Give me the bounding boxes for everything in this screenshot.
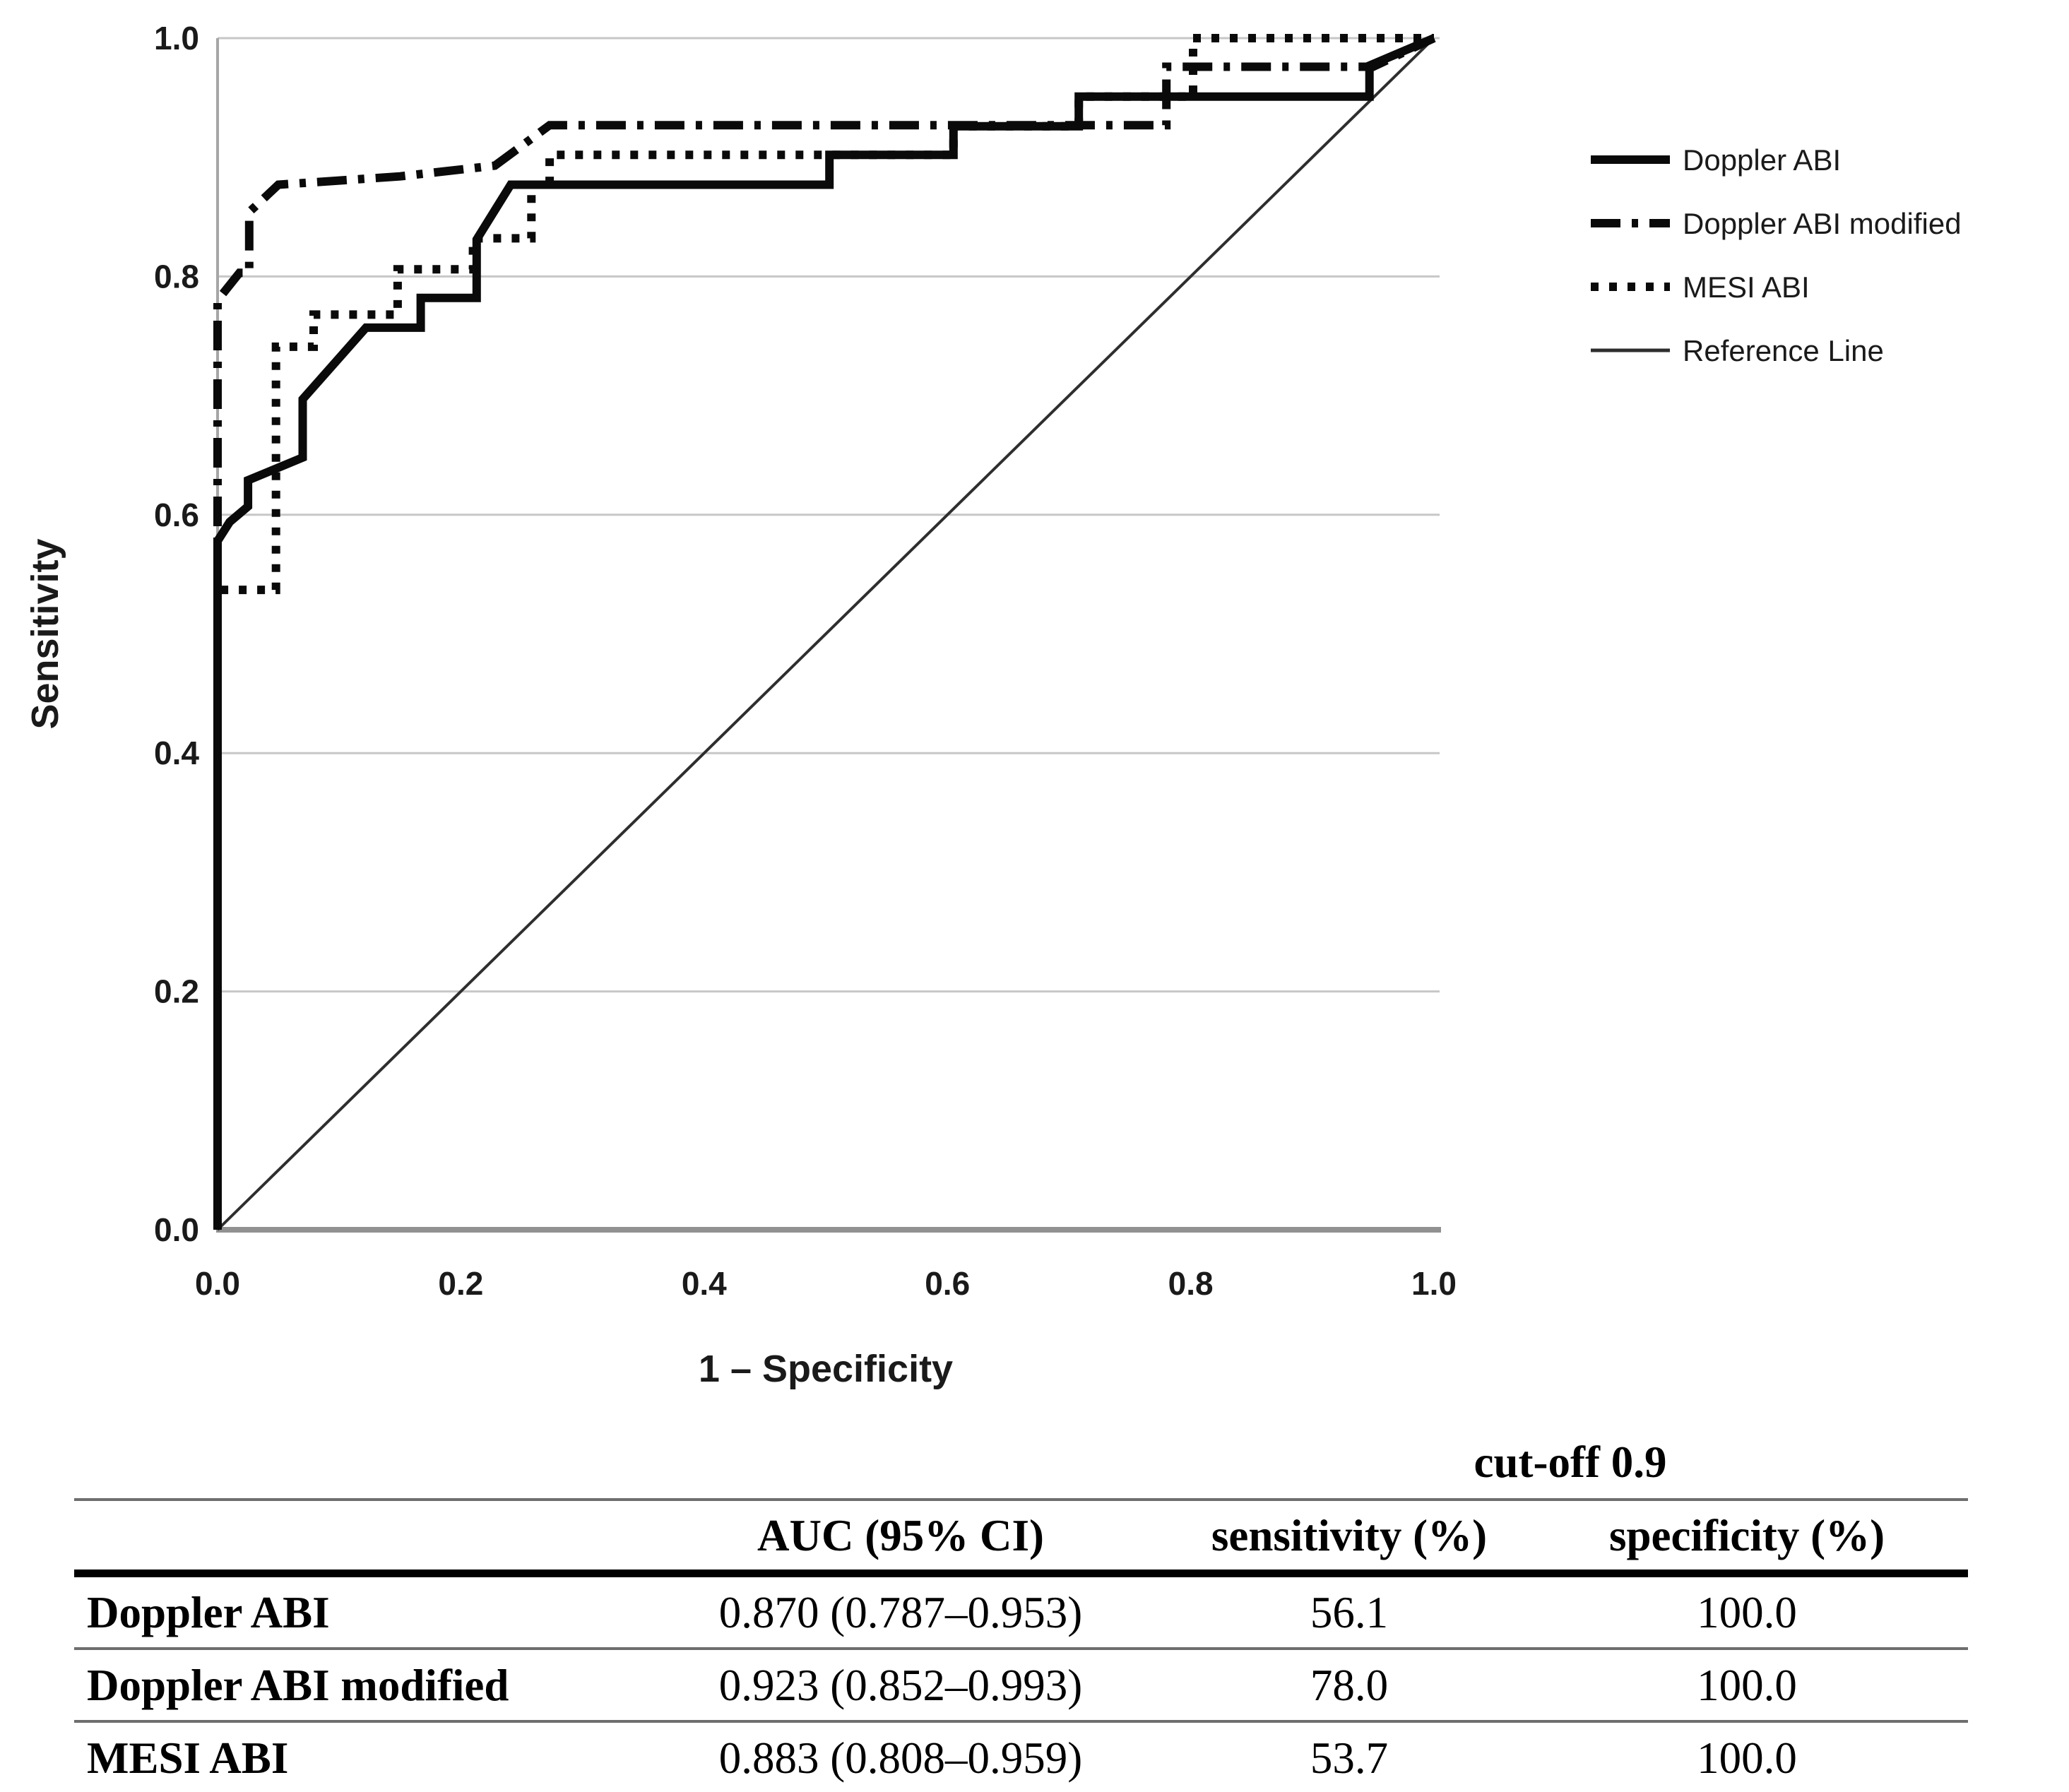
auc-value: 0.883 (0.808–0.959) — [629, 1723, 1173, 1792]
roc-curve-reference — [216, 37, 1435, 1231]
gridlines — [218, 37, 1440, 993]
y-tick-label-0.4: 0.4 — [154, 735, 199, 771]
sensitivity-value: 78.0 — [1173, 1650, 1526, 1723]
x-tick-label-1.0: 1.0 — [1411, 1265, 1457, 1302]
column-header-auc: AUC (95% CI) — [629, 1498, 1173, 1577]
legend-item: MESI ABI — [1591, 271, 1810, 304]
legend-item: Reference Line — [1591, 334, 1884, 367]
legend-label: Doppler ABI — [1683, 143, 1841, 177]
y-tick-label-0.8: 0.8 — [154, 258, 199, 295]
x-tick-label-0.2: 0.2 — [438, 1265, 483, 1302]
row-label: MESI ABI — [74, 1723, 629, 1792]
column-header-sensitivity: sensitivity (%) — [1173, 1498, 1526, 1577]
x-tick-label-0.6: 0.6 — [925, 1265, 970, 1302]
sensitivity-value: 56.1 — [1173, 1577, 1526, 1650]
specificity-value: 100.0 — [1526, 1577, 1968, 1650]
row-label: Doppler ABI — [74, 1577, 629, 1650]
table-spacer — [74, 1434, 629, 1498]
roc-curve-dashdot — [213, 34, 1436, 1230]
legend-label: Reference Line — [1683, 334, 1884, 367]
y-tick-label-0.0: 0.0 — [154, 1211, 199, 1248]
y-tick-label-0.6: 0.6 — [154, 497, 199, 533]
results-table: cut-off 0.9 AUC (95% CI) sensitivity (%)… — [74, 1434, 1968, 1792]
axis-tick-labels: 0.0 0.2 0.4 0.6 0.8 1.0 0.0 0.2 0.4 0.6 0.8 1.0 — [154, 20, 1457, 1302]
column-header-empty — [74, 1498, 629, 1577]
x-axis-title: 1 – Specificity — [699, 1348, 953, 1390]
roc-curve-dotted — [213, 34, 1434, 1230]
y-axis-title: Sensitivity — [24, 538, 66, 729]
specificity-value: 100.0 — [1526, 1650, 1968, 1723]
legend-label: MESI ABI — [1683, 271, 1810, 304]
x-tick-label-0.0: 0.0 — [195, 1265, 240, 1302]
row-label: Doppler ABI modified — [74, 1650, 629, 1723]
legend: Doppler ABI Doppler ABI modified MESI ABI R… — [1591, 143, 1962, 367]
cutoff-header: cut-off 0.9 — [1474, 1437, 1667, 1487]
auc-value: 0.870 (0.787–0.953) — [629, 1577, 1173, 1650]
roc-chart: 0.0 0.2 0.4 0.6 0.8 1.0 0.0 0.2 0.4 0.6 0.8 1.0 1 –… — [24, 20, 1962, 1390]
axis-titles: 1 – Specificity Sensitivity — [24, 538, 953, 1390]
sensitivity-value: 53.7 — [1173, 1723, 1526, 1792]
table-spacer — [629, 1434, 1173, 1498]
auc-value: 0.923 (0.852–0.993) — [629, 1650, 1173, 1723]
specificity-value: 100.0 — [1526, 1723, 1968, 1792]
legend-item: Doppler ABI — [1591, 143, 1841, 177]
roc-curves — [213, 34, 1436, 1231]
y-tick-label-0.2: 0.2 — [154, 973, 199, 1010]
column-header-specificity: specificity (%) — [1526, 1498, 1968, 1577]
x-tick-label-0.4: 0.4 — [682, 1265, 727, 1302]
x-tick-label-0.8: 0.8 — [1168, 1265, 1214, 1302]
y-tick-label-1.0: 1.0 — [154, 20, 199, 57]
legend-label: Doppler ABI modified — [1683, 207, 1962, 240]
legend-item: Doppler ABI modified — [1591, 207, 1962, 240]
